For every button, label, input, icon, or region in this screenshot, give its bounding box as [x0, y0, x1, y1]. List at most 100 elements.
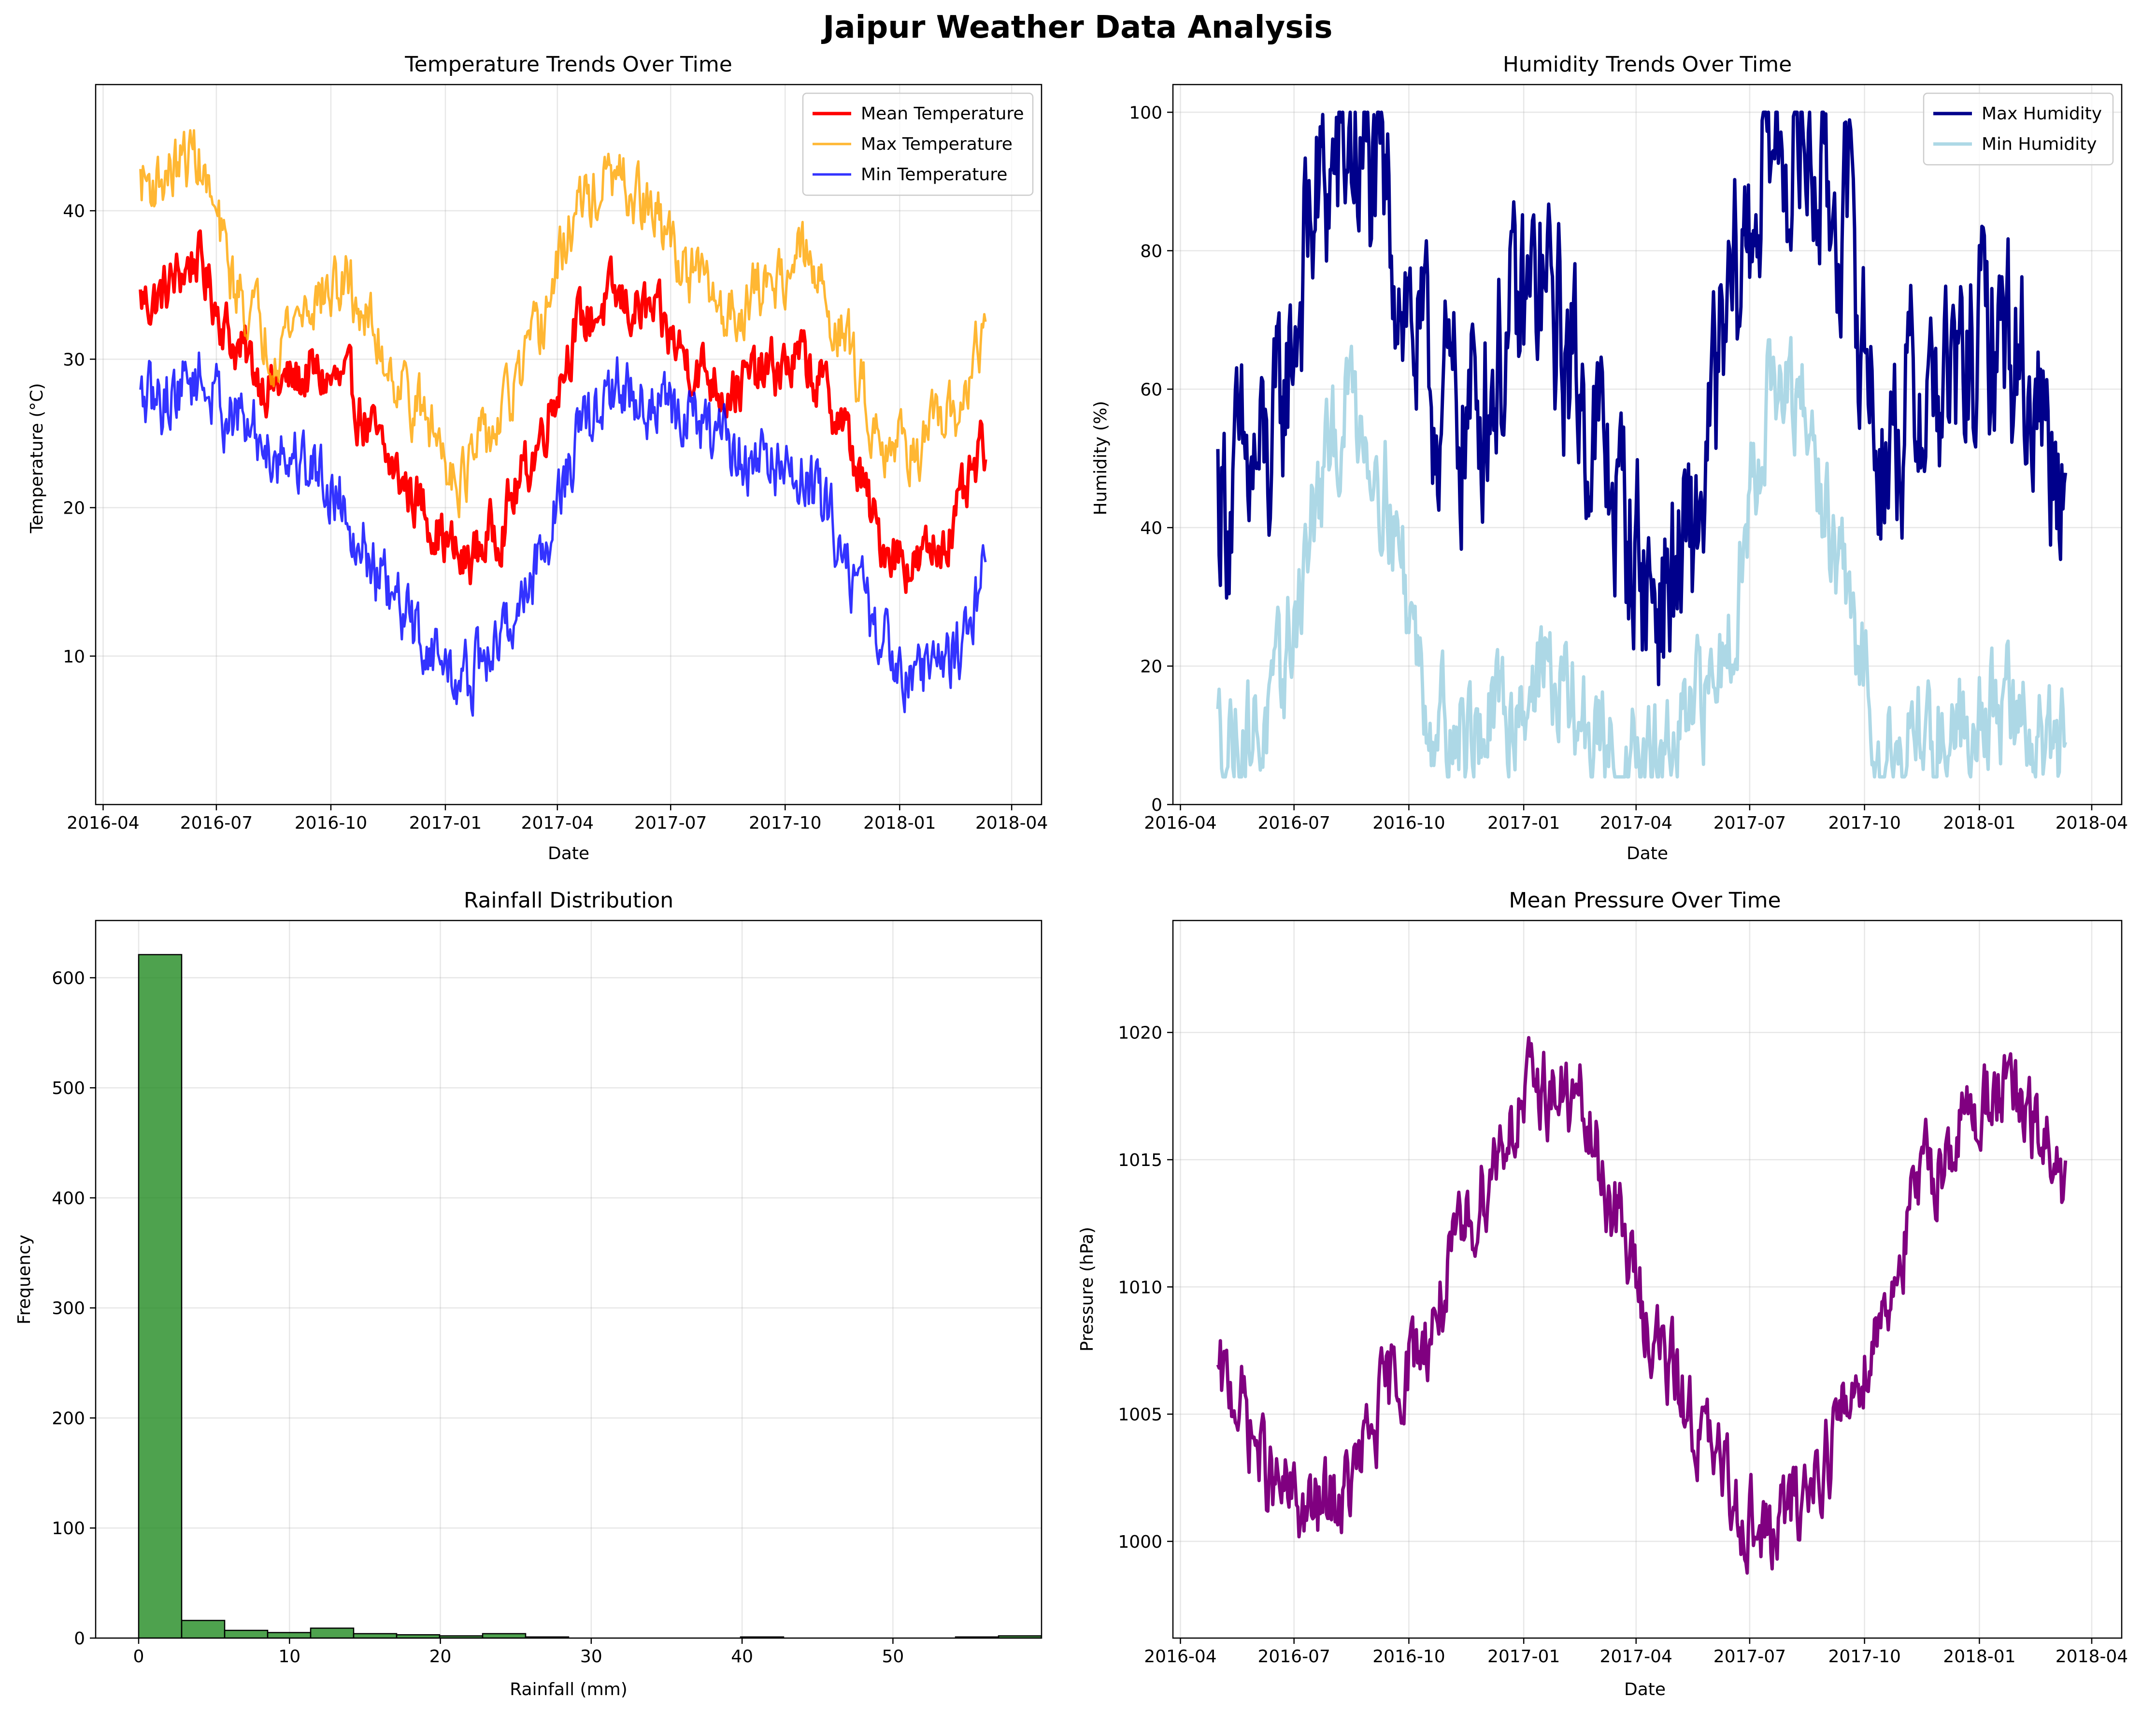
y-tick-label: 200 — [52, 1409, 85, 1428]
x-tick-label: 2017-07 — [1713, 813, 1786, 833]
grid — [1173, 921, 2122, 1638]
x-tick-label: 2016-07 — [1257, 813, 1330, 833]
x-tick-label: 2017-04 — [521, 813, 594, 833]
histogram-bar — [998, 1635, 1042, 1638]
legend-label-max-humidity: Max Humidity — [1982, 104, 2102, 124]
histogram-bar — [138, 954, 183, 1638]
y-tick-label: 20 — [63, 499, 85, 518]
x-axis-label: Rainfall (mm) — [510, 1680, 628, 1699]
x-tick-label: 2018-04 — [2056, 813, 2128, 833]
legend-box — [802, 92, 1034, 196]
series-line-max-humidity — [1216, 110, 2068, 687]
y-tick-label: 1010 — [1118, 1278, 1162, 1297]
y-tick-label: 100 — [1129, 103, 1162, 123]
rainfall-panel: Rainfall Distribution Rainfall (mm) Freq… — [14, 888, 1042, 1699]
y-tick-label: 40 — [63, 201, 85, 221]
x-tick-label: 2016-04 — [67, 813, 139, 833]
x-tick-label: 10 — [278, 1647, 300, 1667]
panel-title: Temperature Trends Over Time — [404, 52, 732, 77]
y-tick-label: 30 — [63, 350, 85, 370]
plot-area — [1216, 110, 2068, 779]
x-tick-label: 2017-10 — [1828, 813, 1900, 833]
x-tick-label: 2018-01 — [1943, 813, 2015, 833]
x-tick-label: 2017-04 — [1600, 1647, 1672, 1667]
x-tick-label: 2018-04 — [2056, 1647, 2128, 1667]
y-tick-label: 60 — [1140, 380, 1162, 400]
series-line-min-humidity — [1216, 336, 2068, 779]
series-line-mean-temperature — [139, 229, 987, 594]
legend-box — [1923, 92, 2114, 166]
y-tick-label: 500 — [52, 1079, 85, 1098]
x-tick-label: 2016-07 — [1257, 1647, 1330, 1667]
panel-title: Mean Pressure Over Time — [1509, 888, 1781, 913]
x-axis-label: Date — [548, 844, 589, 863]
x-tick-label: 2017-01 — [1487, 813, 1560, 833]
y-tick-label: 0 — [74, 1629, 85, 1649]
histogram-bar — [224, 1629, 269, 1638]
histogram-bar — [181, 1620, 226, 1638]
x-tick-label: 2017-01 — [1487, 1647, 1560, 1667]
y-tick-label: 100 — [52, 1519, 85, 1539]
y-tick-label: 1000 — [1118, 1532, 1162, 1552]
x-tick-label: 2018-01 — [1943, 1647, 2015, 1667]
x-tick-label: 2017-07 — [1713, 1647, 1786, 1667]
y-axis-label: Temperature (°C) — [27, 383, 47, 534]
y-tick-label: 300 — [52, 1299, 85, 1319]
series-line-min-temperature — [139, 351, 987, 717]
y-tick-label: 40 — [1140, 518, 1162, 538]
temperature-panel: Temperature Trends Over Time Date Temper… — [27, 52, 1048, 863]
x-tick-label: 50 — [882, 1647, 904, 1667]
x-tick-label: 2016-10 — [1372, 813, 1445, 833]
x-tick-label: 20 — [429, 1647, 452, 1667]
pressure-panel: Mean Pressure Over Time Date Pressure (h… — [1077, 888, 2128, 1699]
y-tick-label: 400 — [52, 1189, 85, 1208]
x-tick-label: 2017-10 — [749, 813, 821, 833]
figure-title: Jaipur Weather Data Analysis — [821, 10, 1333, 45]
x-tick-label: 40 — [731, 1647, 753, 1667]
legend-label-mean-temperature: Mean Temperature — [861, 104, 1024, 124]
legend: Mean Temperature Max Temperature Min Tempe… — [802, 92, 1034, 196]
x-tick-label: 2017-07 — [634, 813, 707, 833]
x-tick-label: 2016-10 — [295, 813, 367, 833]
series-line-max-temperature — [139, 129, 987, 518]
legend: Max Humidity Min Humidity — [1923, 92, 2114, 166]
plot-area — [1216, 1036, 2068, 1575]
legend-label-min-humidity: Min Humidity — [1982, 134, 2097, 154]
x-tick-label: 2018-04 — [975, 813, 1048, 833]
grid — [96, 85, 1042, 805]
x-tick-label: 2016-10 — [1372, 1647, 1445, 1667]
series-line-mean-pressure — [1216, 1036, 2068, 1575]
axes-frame — [95, 920, 1042, 1639]
x-tick-label: 2017-01 — [409, 813, 482, 833]
humidity-panel: Humidity Trends Over Time Date Humidity … — [1091, 52, 2128, 863]
histogram-bar — [353, 1633, 398, 1638]
y-tick-label: 80 — [1140, 242, 1162, 261]
y-tick-label: 20 — [1140, 657, 1162, 676]
legend-label-min-temperature: Min Temperature — [861, 165, 1007, 185]
histogram-bar — [482, 1633, 527, 1638]
x-tick-label: 2017-10 — [1828, 1647, 1900, 1667]
axes-frame — [95, 84, 1042, 806]
y-tick-label: 600 — [52, 968, 85, 988]
y-tick-label: 10 — [63, 647, 85, 667]
plot-area — [139, 129, 987, 717]
axes-frame — [1172, 920, 2123, 1639]
y-tick-label: 1020 — [1118, 1023, 1162, 1043]
y-tick-label: 1005 — [1118, 1405, 1162, 1425]
x-tick-label: 2016-04 — [1144, 1647, 1216, 1667]
histogram-bar — [267, 1632, 312, 1638]
y-axis-label: Pressure (hPa) — [1077, 1227, 1097, 1352]
y-axis-label: Humidity (%) — [1091, 401, 1111, 516]
x-tick-label: 30 — [580, 1647, 602, 1667]
x-tick-label: 0 — [133, 1647, 144, 1667]
x-axis-label: Date — [1624, 1680, 1666, 1699]
x-axis-label: Date — [1627, 844, 1668, 863]
panel-title: Humidity Trends Over Time — [1503, 52, 1792, 77]
plot-area — [138, 954, 1042, 1638]
legend-label-max-temperature: Max Temperature — [861, 134, 1013, 154]
panel-title: Rainfall Distribution — [464, 888, 673, 913]
x-tick-label: 2017-04 — [1600, 813, 1672, 833]
x-tick-label: 2016-07 — [180, 813, 253, 833]
y-tick-label: 1015 — [1118, 1151, 1162, 1170]
